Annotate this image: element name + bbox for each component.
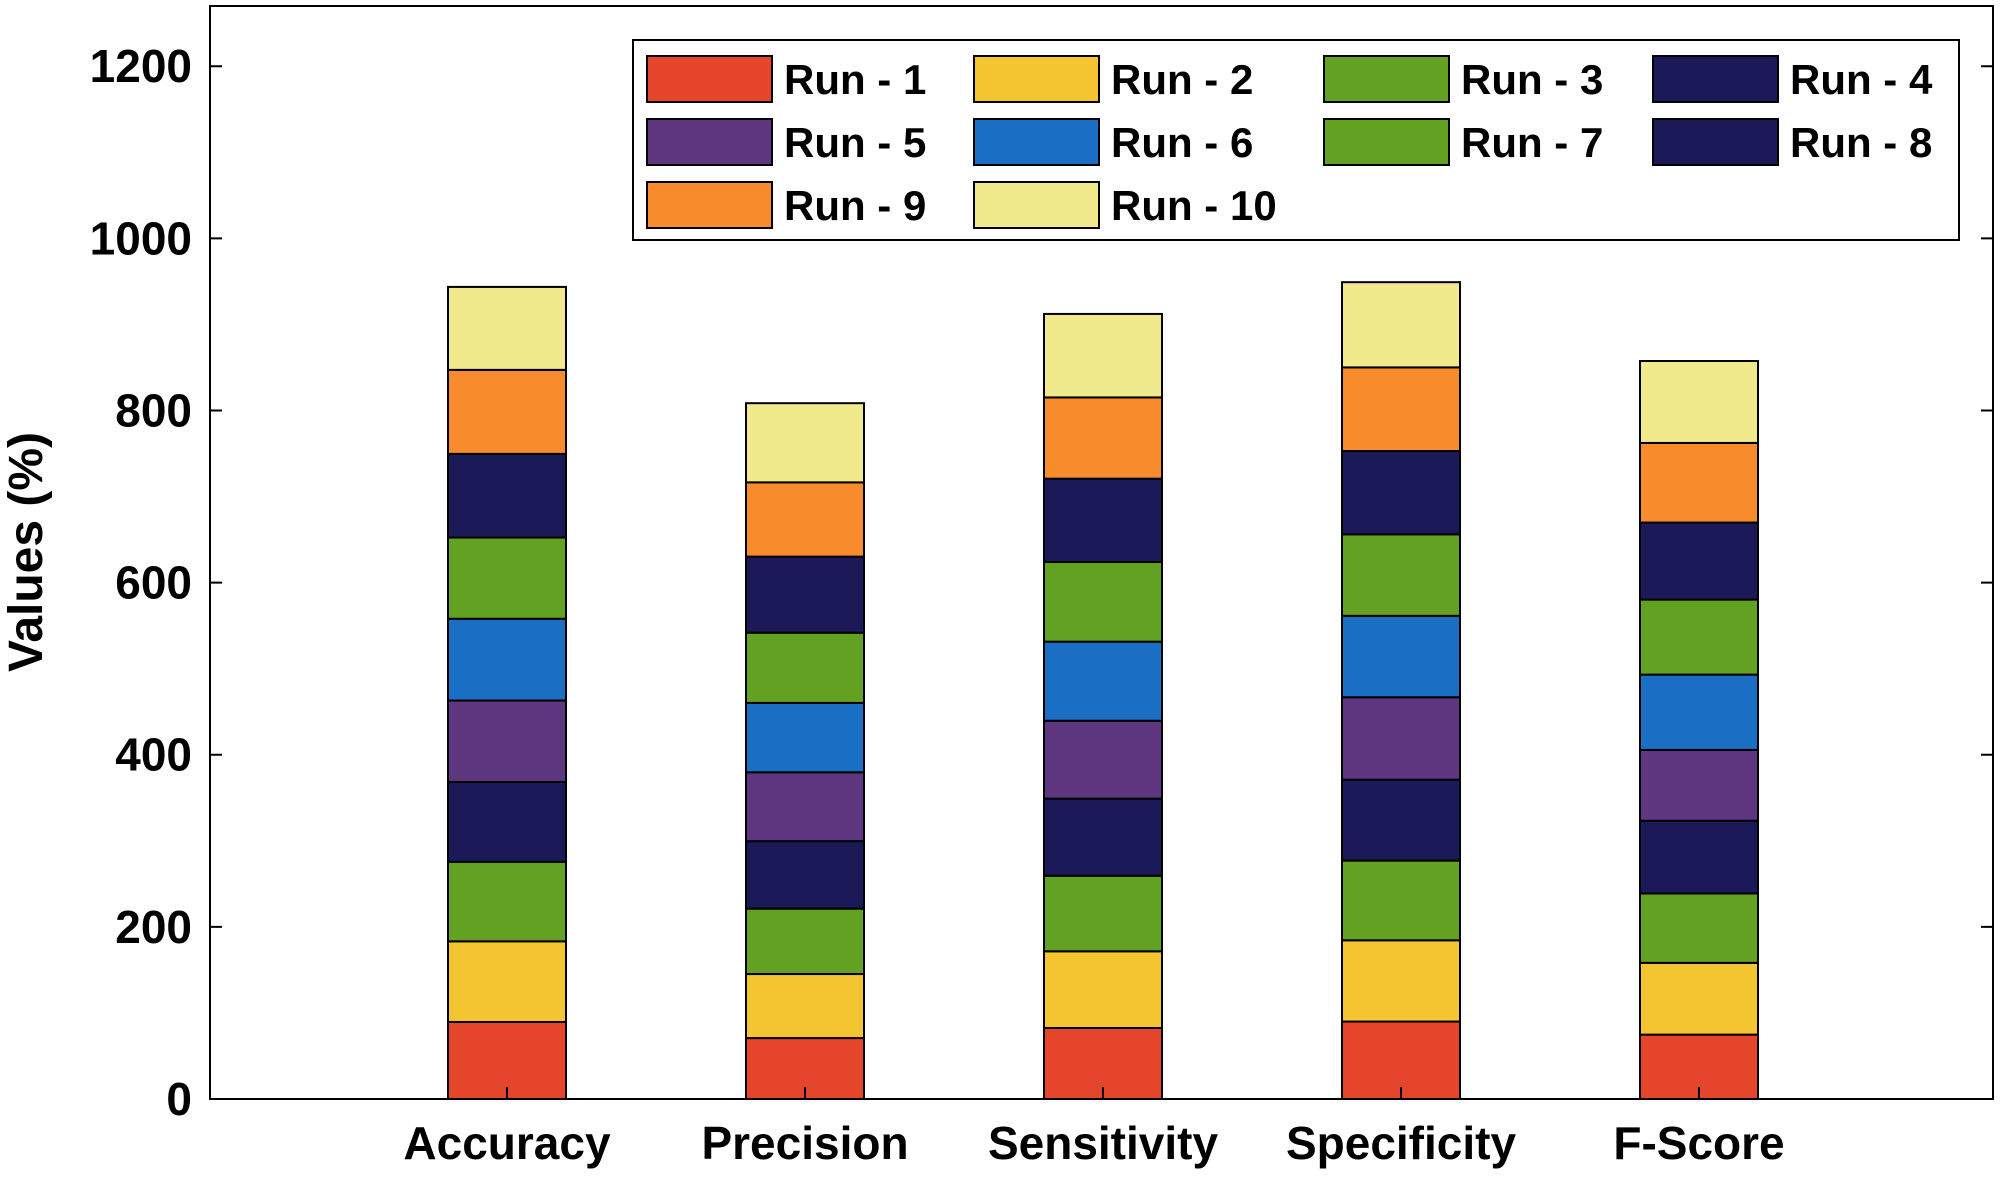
y-tick-label: 600 xyxy=(115,557,192,609)
bar-segment-sensitivity-run-10 xyxy=(1043,312,1163,399)
bar-segment-precision-run-3 xyxy=(745,907,865,976)
bar-segment-accuracy-run-6 xyxy=(447,617,567,702)
legend-label: Run - 10 xyxy=(1111,182,1277,229)
bar-segment-accuracy-run-10 xyxy=(447,285,567,371)
legend-label: Run - 5 xyxy=(784,119,926,166)
bar-segment-f-score-run-3 xyxy=(1639,892,1759,964)
bar-segment-sensitivity-run-2 xyxy=(1043,950,1163,1029)
y-tick-label: 1000 xyxy=(90,212,192,264)
bar-segment-f-score-run-2 xyxy=(1639,961,1759,1036)
y-tick-label: 1200 xyxy=(90,40,192,92)
bar-segment-sensitivity-run-3 xyxy=(1043,874,1163,953)
x-axis: Accuracy Precision Sensitivity Specificity F… xyxy=(403,1087,1785,1169)
bar-segment-f-score-run-5 xyxy=(1639,748,1759,822)
y-axis: 0 200 400 600 800 1000 1200 xyxy=(90,40,1993,1125)
bar-segment-sensitivity-run-5 xyxy=(1043,719,1163,800)
bar-segment-specificity-run-9 xyxy=(1341,366,1461,453)
bar-segment-specificity-run-4 xyxy=(1341,778,1461,862)
legend-label: Run - 9 xyxy=(784,182,926,229)
legend-label: Run - 8 xyxy=(1790,119,1932,166)
bar-segment-accuracy-run-2 xyxy=(447,940,567,1023)
bar-segment-specificity-run-10 xyxy=(1341,281,1461,369)
bar-segment-accuracy-run-1 xyxy=(447,1020,567,1101)
bar-segment-specificity-run-2 xyxy=(1341,939,1461,1023)
bar-segment-sensitivity-run-4 xyxy=(1043,797,1163,877)
y-tick-label: 0 xyxy=(166,1073,192,1125)
bar-segment-specificity-run-5 xyxy=(1341,696,1461,781)
bar-segment-f-score-run-10 xyxy=(1639,360,1759,444)
legend-swatch xyxy=(646,118,773,166)
bar-segment-specificity-run-8 xyxy=(1341,450,1461,536)
bar-segment-precision-run-8 xyxy=(745,555,865,634)
bar-segment-sensitivity-run-7 xyxy=(1043,560,1163,643)
bar-segment-accuracy-run-5 xyxy=(447,699,567,783)
x-tick-label: F-Score xyxy=(1613,1117,1784,1169)
legend-swatch xyxy=(973,118,1100,166)
bar-segment-specificity-run-7 xyxy=(1341,533,1461,617)
bar-segment-specificity-run-6 xyxy=(1341,614,1461,699)
bar-segment-precision-run-2 xyxy=(745,973,865,1040)
bar-segment-precision-run-7 xyxy=(745,631,865,704)
bar-segment-accuracy-run-9 xyxy=(447,368,567,455)
bar-segment-f-score-run-4 xyxy=(1639,819,1759,895)
legend: Run - 1 Run - 2 Run - 3 Run - 4 Run - 5 Run -… xyxy=(632,39,1960,241)
x-tick-label: Sensitivity xyxy=(988,1117,1219,1169)
bar-segment-accuracy-run-3 xyxy=(447,860,567,943)
bar-segment-f-score-run-7 xyxy=(1639,598,1759,676)
x-tick-label: Precision xyxy=(701,1117,908,1169)
bar-segment-precision-run-10 xyxy=(745,402,865,484)
legend-label: Run - 2 xyxy=(1111,56,1253,103)
y-tick-label: 400 xyxy=(115,729,192,781)
legend-swatch xyxy=(1323,118,1450,166)
bar-segment-sensitivity-run-6 xyxy=(1043,640,1163,722)
y-axis-title: Values (%) xyxy=(0,432,53,672)
bar-segment-specificity-run-3 xyxy=(1341,859,1461,942)
bar-segment-accuracy-run-8 xyxy=(447,452,567,539)
y-tick-label: 200 xyxy=(115,901,192,953)
bar-segment-sensitivity-run-8 xyxy=(1043,477,1163,563)
bar-segment-sensitivity-run-9 xyxy=(1043,396,1163,480)
bar-segment-accuracy-run-4 xyxy=(447,780,567,863)
bar-segment-precision-run-5 xyxy=(745,771,865,843)
legend-swatch xyxy=(646,55,773,103)
legend-swatch xyxy=(973,55,1100,103)
legend-swatch xyxy=(1652,55,1779,103)
bar-segment-f-score-run-8 xyxy=(1639,521,1759,601)
legend-label: Run - 1 xyxy=(784,56,926,103)
legend-label: Run - 4 xyxy=(1790,56,1933,103)
bar-segment-accuracy-run-7 xyxy=(447,536,567,620)
legend-label: Run - 7 xyxy=(1461,119,1603,166)
legend-swatch xyxy=(973,181,1100,229)
bar-segment-precision-run-4 xyxy=(745,840,865,910)
x-tick-label: Specificity xyxy=(1286,1117,1517,1169)
bar-segment-f-score-run-6 xyxy=(1639,673,1759,751)
x-tick-label: Accuracy xyxy=(403,1117,611,1169)
bars-group xyxy=(447,281,1759,1101)
legend-swatch xyxy=(646,181,773,229)
bar-segment-precision-run-6 xyxy=(745,701,865,774)
bar-segment-precision-run-9 xyxy=(745,481,865,558)
legend-label: Run - 6 xyxy=(1111,119,1253,166)
y-tick-label: 800 xyxy=(115,384,192,436)
legend-swatch xyxy=(1652,118,1779,166)
legend-swatch xyxy=(1323,55,1450,103)
bar-segment-f-score-run-9 xyxy=(1639,441,1759,524)
legend-label: Run - 3 xyxy=(1461,56,1603,103)
